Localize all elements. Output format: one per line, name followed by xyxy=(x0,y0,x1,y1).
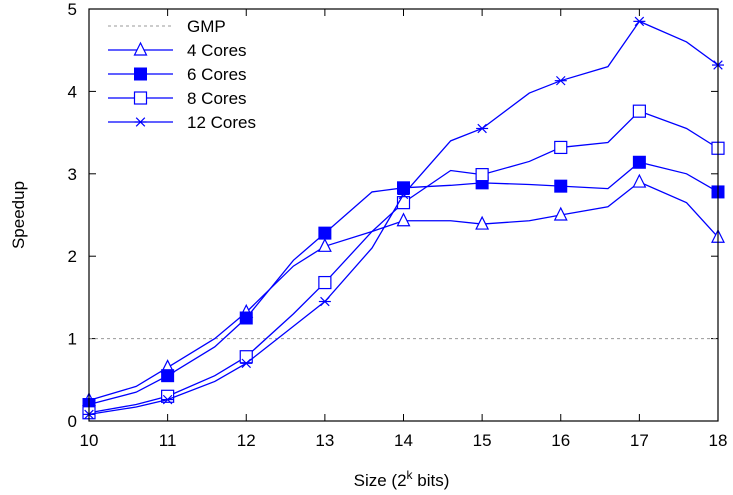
legend-label-gmp: GMP xyxy=(187,17,226,36)
legend-marker-6-cores xyxy=(134,67,147,81)
y-tick-label: 3 xyxy=(68,165,77,184)
data-point-12-cores xyxy=(476,123,489,134)
x-tick-label: 14 xyxy=(394,431,413,450)
legend-marker-12-cores xyxy=(134,117,147,127)
y-tick-label: 2 xyxy=(68,247,77,266)
x-tick-label: 10 xyxy=(80,431,99,450)
data-point-4-cores xyxy=(553,206,568,221)
series-line-8-cores xyxy=(88,110,719,414)
x-tick-label: 18 xyxy=(709,431,728,450)
x-axis-label-main: Size (2 xyxy=(354,471,407,490)
data-point-8-cores xyxy=(318,275,332,290)
data-point-6-cores xyxy=(632,155,646,169)
data-point-12-cores xyxy=(318,296,331,307)
series-12-cores xyxy=(83,16,724,420)
y-tick-label: 1 xyxy=(68,330,77,349)
data-point-6-cores xyxy=(239,311,253,325)
data-point-8-cores xyxy=(554,140,568,155)
legend-label-4-cores: 4 Cores xyxy=(187,41,247,60)
plot-frame xyxy=(88,8,719,422)
data-point-12-cores xyxy=(554,75,567,86)
y-tick-label: 0 xyxy=(68,412,77,431)
legend-label-12-cores: 12 Cores xyxy=(187,113,256,132)
legend-marker-4-cores xyxy=(133,41,148,56)
x-tick-label: 13 xyxy=(315,431,334,450)
legend-label-8-cores: 8 Cores xyxy=(187,89,247,108)
data-point-12-cores xyxy=(161,394,174,405)
data-point-12-cores xyxy=(633,16,646,27)
data-point-8-cores xyxy=(475,168,489,182)
legend-marker-8-cores xyxy=(133,91,148,105)
x-tick-label: 11 xyxy=(159,431,177,450)
x-tick-label: 16 xyxy=(551,431,570,450)
data-point-4-cores xyxy=(632,173,647,188)
x-tick-label: 12 xyxy=(237,431,256,450)
data-point-4-cores xyxy=(475,215,490,230)
series-layer xyxy=(82,16,725,420)
series-8-cores xyxy=(82,104,725,420)
data-point-6-cores xyxy=(318,226,332,240)
x-axis-label: Size (2k bits) xyxy=(354,468,450,490)
y-axis-label: Speedup xyxy=(9,181,28,249)
data-point-6-cores xyxy=(161,369,175,383)
x-tick-label: 15 xyxy=(473,431,492,450)
data-point-12-cores xyxy=(397,189,410,200)
series-4-cores xyxy=(82,173,725,406)
y-tick-label: 5 xyxy=(68,0,77,19)
data-point-4-cores xyxy=(317,237,332,252)
data-point-4-cores xyxy=(396,212,411,227)
series-6-cores xyxy=(82,155,725,412)
data-point-12-cores xyxy=(240,358,253,369)
x-axis-label-superscript: k xyxy=(407,468,414,482)
y-tick-label: 4 xyxy=(68,82,77,101)
x-tick-label: 17 xyxy=(630,431,649,450)
legend-label-6-cores: 6 Cores xyxy=(187,65,247,84)
data-point-8-cores xyxy=(632,104,646,118)
legend: GMP 4 Cores 6 Cores 8 Cores 12 Cores xyxy=(108,17,256,132)
data-point-8-cores xyxy=(239,350,253,364)
data-point-6-cores xyxy=(397,181,410,195)
data-point-6-cores xyxy=(554,179,568,193)
x-axis-label-suffix: bits) xyxy=(413,471,450,490)
